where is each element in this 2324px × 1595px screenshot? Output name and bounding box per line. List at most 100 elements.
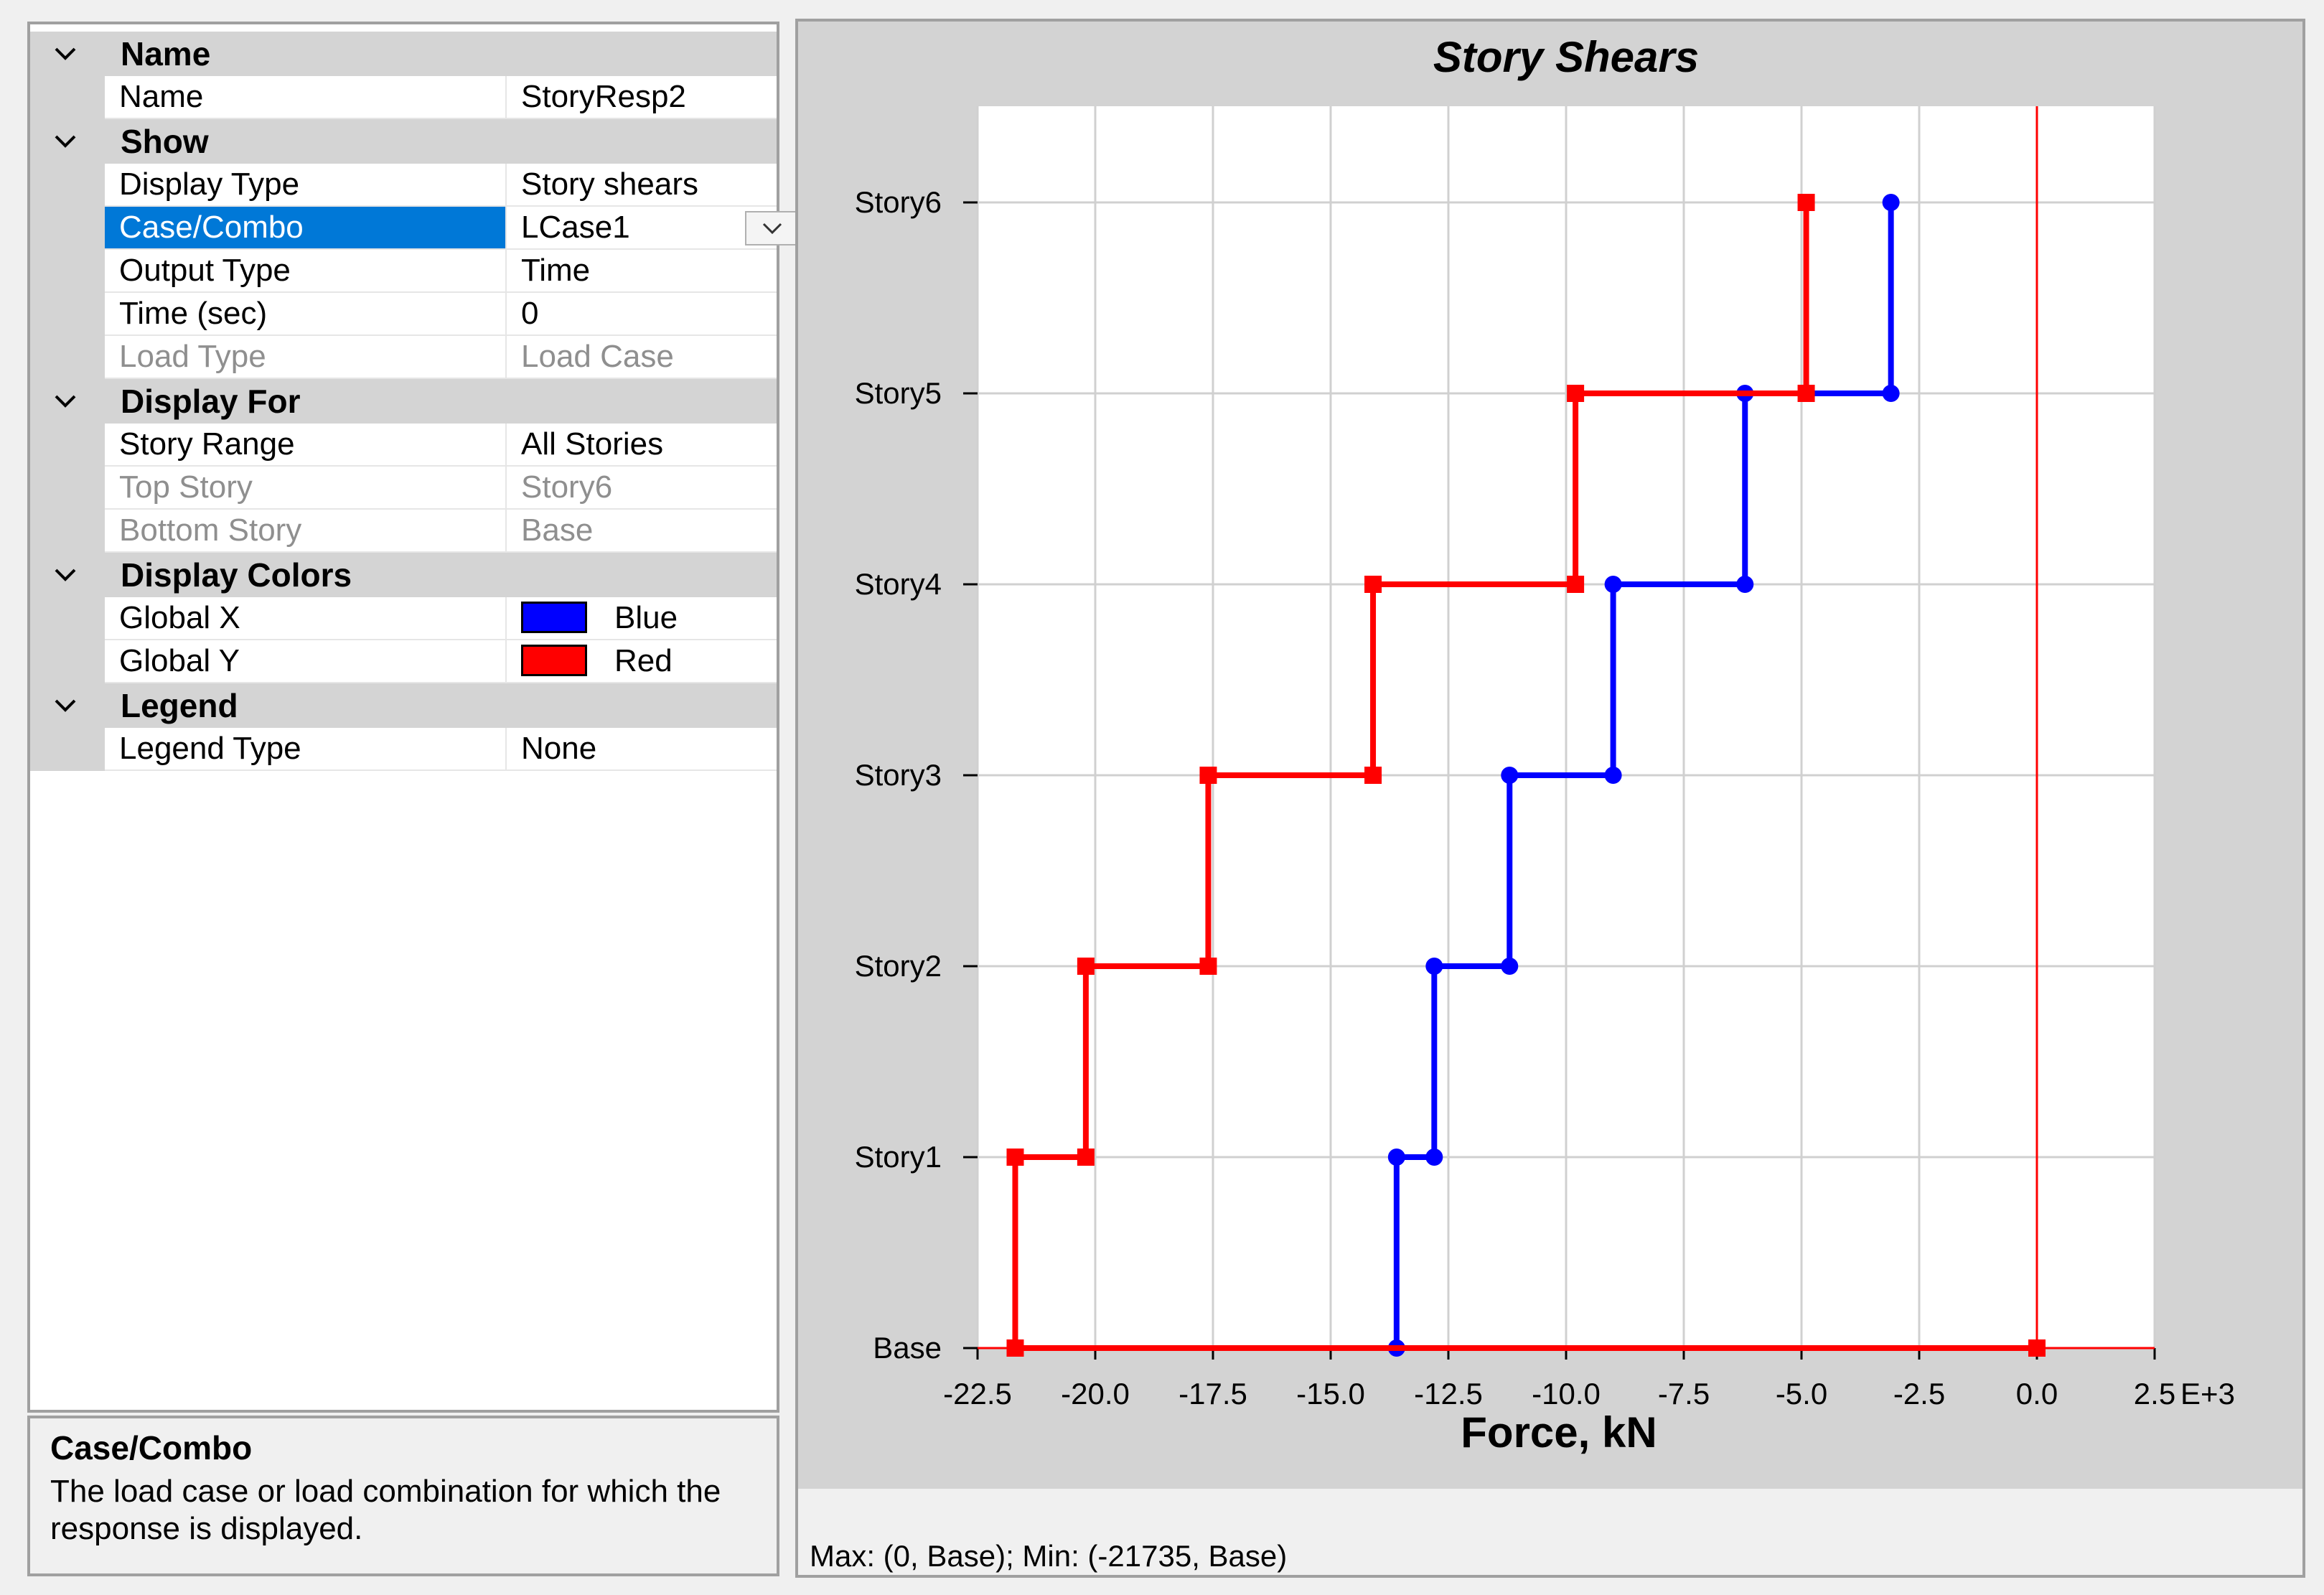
category-name[interactable]: Name bbox=[30, 32, 777, 76]
global-y-color-value[interactable]: Red bbox=[508, 640, 777, 682]
category-label: Display Colors bbox=[121, 556, 352, 594]
property-grid: Name Name StoryResp2 Show Display Type S… bbox=[27, 22, 800, 1413]
category-legend[interactable]: Legend bbox=[30, 683, 777, 728]
property-row-time[interactable]: Time (sec) 0 bbox=[30, 293, 777, 336]
help-description: The load case or load combination for wh… bbox=[50, 1474, 721, 1546]
x-tick-label: -2.5 bbox=[1893, 1377, 1945, 1411]
data-point bbox=[1736, 576, 1754, 593]
chevron-down-icon[interactable] bbox=[50, 39, 80, 69]
property-label: Name bbox=[105, 76, 507, 118]
display-type-value[interactable]: Story shears bbox=[521, 167, 698, 202]
top-story-value: Story6 bbox=[521, 469, 613, 505]
property-row-legend-type[interactable]: Legend Type None bbox=[30, 728, 777, 771]
name-value-field[interactable]: StoryResp2 bbox=[521, 79, 686, 114]
x-tick-label: -15.0 bbox=[1296, 1377, 1365, 1411]
property-row-display-type[interactable]: Display Type Story shears bbox=[30, 164, 777, 207]
property-label: Output Type bbox=[105, 250, 507, 291]
property-label: Legend Type bbox=[105, 728, 507, 770]
y-tick-label: Story5 bbox=[855, 376, 942, 410]
status-text: Max: (0, Base); Min: (-21735, Base) bbox=[810, 1539, 1288, 1573]
y-tick-label: Story2 bbox=[855, 949, 942, 983]
category-display-for[interactable]: Display For bbox=[30, 379, 777, 424]
property-label: Bottom Story bbox=[105, 510, 507, 551]
story-range-value[interactable]: All Stories bbox=[521, 426, 664, 462]
property-row-global-y[interactable]: Global Y Red bbox=[30, 640, 777, 683]
property-label: Case/Combo bbox=[105, 207, 507, 248]
x-tick-label: 2.5 bbox=[2134, 1377, 2175, 1411]
chart-panel: -22.5 -20.0 -17.5 -15.0 -12.5 -10.0 -7.5 -5.0 -2… bbox=[795, 19, 2305, 1578]
data-point bbox=[1882, 194, 1900, 211]
output-type-value[interactable]: Time bbox=[521, 253, 591, 288]
x-tick-label: -22.5 bbox=[943, 1377, 1012, 1411]
x-tick-label: -5.0 bbox=[1776, 1377, 1827, 1411]
chevron-down-icon bbox=[762, 223, 782, 235]
x-tick-label: -7.5 bbox=[1658, 1377, 1710, 1411]
y-tick-label: Story1 bbox=[855, 1140, 942, 1174]
x-tick-label: -20.0 bbox=[1061, 1377, 1130, 1411]
category-label: Show bbox=[121, 123, 209, 160]
property-label: Global X bbox=[105, 597, 507, 639]
data-point bbox=[1077, 958, 1095, 975]
y-tick-label: Story4 bbox=[855, 567, 942, 601]
property-row-global-x[interactable]: Global X Blue bbox=[30, 597, 777, 640]
data-point bbox=[1501, 767, 1519, 784]
status-bar: Max: (0, Base); Min: (-21735, Base) bbox=[798, 1489, 2302, 1575]
data-point bbox=[1567, 576, 1585, 593]
chart-title: Story Shears bbox=[1433, 33, 1699, 81]
property-label: Top Story bbox=[105, 467, 507, 508]
category-display-colors[interactable]: Display Colors bbox=[30, 553, 777, 597]
data-point bbox=[1364, 576, 1382, 593]
story-shears-chart: -22.5 -20.0 -17.5 -15.0 -12.5 -10.0 -7.5 -5.0 -2… bbox=[855, 33, 2235, 1456]
data-point bbox=[1425, 1149, 1443, 1166]
property-label: Global Y bbox=[105, 640, 507, 682]
y-tick-label: Story3 bbox=[855, 758, 942, 792]
data-point bbox=[1006, 1149, 1024, 1166]
property-label: Load Type bbox=[105, 336, 507, 378]
case-combo-select[interactable]: LCase1 bbox=[521, 210, 630, 245]
data-point bbox=[1501, 958, 1519, 975]
data-point bbox=[1199, 958, 1217, 975]
x-axis-label: Force, kN bbox=[1461, 1408, 1657, 1456]
property-help-panel: Case/Combo The load case or load combina… bbox=[27, 1416, 779, 1576]
data-point bbox=[1567, 385, 1585, 402]
color-name: Red bbox=[614, 643, 673, 678]
x-tick-label: -12.5 bbox=[1414, 1377, 1483, 1411]
legend-type-value[interactable]: None bbox=[521, 731, 597, 766]
chevron-down-icon[interactable] bbox=[50, 560, 80, 590]
category-label: Legend bbox=[121, 687, 238, 724]
bottom-story-value: Base bbox=[521, 513, 594, 548]
y-tick-label: Story6 bbox=[855, 185, 942, 219]
global-x-color-value[interactable]: Blue bbox=[508, 597, 777, 639]
property-row-output-type[interactable]: Output Type Time bbox=[30, 250, 777, 293]
data-point bbox=[1882, 385, 1900, 402]
data-point bbox=[1387, 1149, 1405, 1166]
property-row-top-story: Top Story Story6 bbox=[30, 467, 777, 510]
color-swatch-red bbox=[521, 645, 587, 677]
x-tick-label: -10.0 bbox=[1532, 1377, 1601, 1411]
data-point bbox=[2028, 1339, 2046, 1357]
x-tick-label: -17.5 bbox=[1179, 1377, 1247, 1411]
property-row-case-combo[interactable]: Case/Combo LCase1 bbox=[30, 207, 800, 250]
x-axis-multiplier: E+3 bbox=[2180, 1377, 2235, 1411]
property-row-name[interactable]: Name StoryResp2 bbox=[30, 76, 777, 119]
category-label: Display For bbox=[121, 383, 301, 420]
data-point bbox=[1604, 576, 1622, 593]
data-point bbox=[1604, 767, 1622, 784]
chevron-down-icon[interactable] bbox=[50, 386, 80, 416]
help-title: Case/Combo bbox=[50, 1429, 253, 1467]
property-row-load-type: Load Type Load Case bbox=[30, 336, 777, 379]
data-point bbox=[1364, 767, 1382, 784]
property-label: Story Range bbox=[105, 424, 507, 465]
data-point bbox=[1006, 1339, 1024, 1357]
time-value-field[interactable]: 0 bbox=[521, 296, 539, 331]
property-row-story-range[interactable]: Story Range All Stories bbox=[30, 424, 777, 467]
chevron-down-icon[interactable] bbox=[50, 691, 80, 721]
chevron-down-icon[interactable] bbox=[50, 126, 80, 156]
dropdown-button[interactable] bbox=[745, 211, 800, 245]
property-label: Display Type bbox=[105, 164, 507, 205]
color-name: Blue bbox=[614, 600, 678, 635]
data-point bbox=[1199, 767, 1217, 784]
data-point bbox=[1425, 958, 1443, 975]
category-show[interactable]: Show bbox=[30, 119, 777, 164]
load-type-value: Load Case bbox=[521, 339, 674, 374]
